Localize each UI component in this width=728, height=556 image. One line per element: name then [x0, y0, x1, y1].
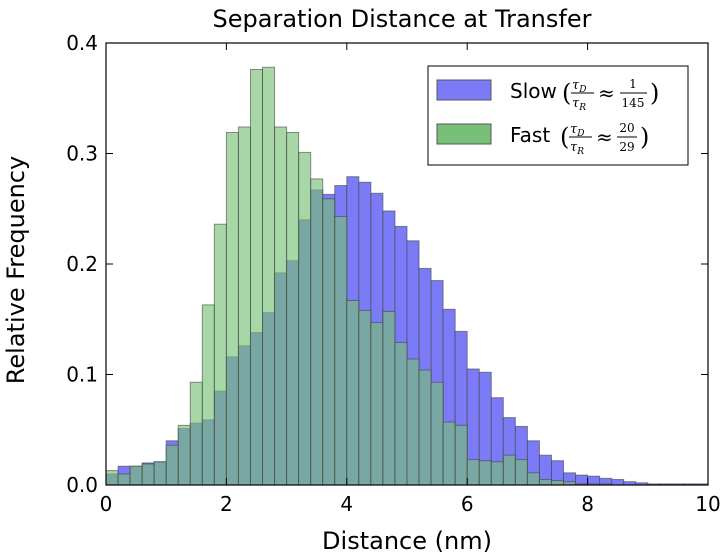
bar-fast: [526, 472, 540, 486]
bar-fast: [286, 132, 300, 486]
legend-swatch-slow: [436, 79, 492, 101]
y-tick-label: 0.4: [66, 31, 98, 55]
legend-ratio-num-slow: 1: [629, 77, 637, 91]
bar-fast: [298, 151, 312, 486]
bar-fast: [358, 309, 372, 486]
x-tick-label: 0: [100, 492, 113, 516]
bar-fast: [454, 424, 468, 486]
bar-fast: [201, 304, 215, 486]
bar-fast: [310, 178, 324, 486]
bar-fast: [418, 369, 432, 486]
bar-fast: [490, 461, 504, 486]
x-tick-label: 6: [461, 492, 474, 516]
bar-fast: [370, 322, 384, 486]
approx-icon: ≈: [596, 125, 613, 149]
bar-fast: [394, 341, 408, 486]
bar-fast: [502, 454, 516, 486]
bar-fast: [141, 463, 155, 486]
bar-fast: [538, 478, 552, 486]
bar-fast: [262, 66, 276, 486]
bar-fast: [322, 198, 336, 486]
legend-label-slow: Slow: [510, 79, 557, 103]
x-tick-label: 2: [220, 492, 233, 516]
y-tick-label: 0.2: [66, 252, 98, 276]
bar-fast: [225, 132, 239, 486]
bar-fast: [382, 311, 396, 486]
legend-ratio-num-fast: 20: [619, 121, 634, 135]
bar-fast: [550, 480, 565, 486]
legend-box: [427, 65, 689, 166]
x-axis-label: Distance (nm): [322, 527, 492, 555]
x-tick-label: 10: [695, 492, 720, 516]
paren-open-icon: (: [560, 123, 569, 151]
x-tick-label: 4: [340, 492, 353, 516]
ticks-layer: 0 2 4 6 8 10 0.0 0.1 0.2 0.3 0.4: [66, 31, 721, 516]
bar-slow: [611, 478, 625, 486]
bar-fast: [334, 215, 348, 486]
bar-fast: [442, 421, 456, 486]
bar-fast: [346, 299, 360, 486]
bars-layer: [105, 66, 709, 486]
bar-fast: [153, 461, 167, 486]
y-axis-label: Relative Frequency: [2, 156, 30, 384]
bar-fast: [466, 459, 480, 486]
bar-fast: [129, 465, 143, 486]
paren-close-icon: ): [640, 123, 649, 151]
bar-fast: [478, 460, 492, 486]
legend-label-fast: Fast: [510, 123, 550, 147]
paren-open-icon: (: [562, 79, 571, 107]
bar-fast: [249, 69, 264, 486]
bar-fast: [430, 381, 444, 486]
x-tick-label: 8: [581, 492, 594, 516]
bar-fast: [213, 223, 227, 486]
bar-fast: [274, 126, 288, 486]
bar-fast: [237, 126, 251, 486]
paren-close-icon: ): [650, 79, 659, 107]
bar-fast: [514, 459, 528, 486]
y-tick-label: 0.3: [66, 142, 98, 166]
y-tick-label: 0.0: [66, 473, 98, 497]
y-tick-label: 0.1: [66, 363, 98, 387]
bar-fast: [406, 358, 420, 486]
approx-icon: ≈: [598, 81, 615, 105]
bar-fast: [165, 444, 179, 486]
bar-fast: [105, 470, 119, 486]
bar-fast: [189, 381, 203, 486]
bar-fast: [117, 473, 131, 486]
legend: Slow ( τD τR ≈ 1 145 ) Fast ( τD τR ≈ 20…: [427, 65, 689, 166]
legend-ratio-den-fast: 29: [619, 140, 634, 154]
chart-title: Separation Distance at Transfer: [213, 5, 592, 33]
legend-swatch-fast: [436, 123, 492, 145]
legend-ratio-den-slow: 145: [622, 96, 645, 110]
bar-fast: [177, 424, 191, 486]
